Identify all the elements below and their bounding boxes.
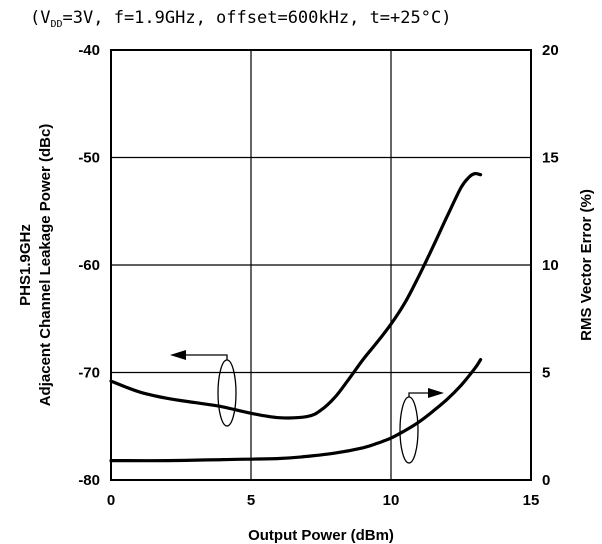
y-right-axis-title: RMS Vector Error (%): [578, 189, 595, 341]
y-left-tick-labels: -40 -50 -60 -70 -80: [78, 42, 100, 489]
right-arrow-icon: [428, 388, 444, 398]
right-axis-indicator: [399, 388, 444, 464]
chart-subtitle: (VDD=3V, f=1.9GHz, offset=600kHz, t=+25°…: [30, 8, 451, 30]
y-right-tick-label-3: 5: [542, 365, 550, 382]
subtitle-subscript: DD: [50, 19, 62, 30]
y-left-tick-label-4: -80: [78, 472, 100, 489]
left-arrow-icon: [170, 350, 186, 360]
y-right-tick-labels: 20 15 10 5 0: [542, 42, 559, 489]
left-axis-indicator: [170, 350, 237, 427]
subtitle-open: (V: [30, 8, 50, 28]
y-left-axis-title-line2: Adjacent Channel Leakage Power (dBc): [37, 124, 54, 407]
series-group: [109, 171, 483, 463]
y-right-tick-label-1: 15: [542, 150, 559, 167]
rms-vector-error-curve: [109, 358, 483, 463]
aclp-curve: [109, 171, 483, 420]
y-left-tick-label-0: -40: [78, 42, 100, 59]
x-tick-label-1: 5: [247, 492, 255, 509]
y-left-axis-title-line1: PHS1.9GHz: [17, 224, 34, 306]
subtitle-rest: =3V, f=1.9GHz, offset=600kHz, t=+25°C): [63, 8, 452, 28]
x-tick-label-3: 15: [523, 492, 540, 509]
left-indicator-ellipse: [217, 359, 237, 427]
y-right-tick-label-0: 20: [542, 42, 559, 59]
y-left-tick-label-1: -50: [78, 150, 100, 167]
plot-frame: [110, 49, 532, 481]
y-right-tick-label-2: 10: [542, 257, 559, 274]
y-right-tick-label-4: 0: [542, 472, 550, 489]
y-left-tick-label-3: -70: [78, 365, 100, 382]
x-tick-label-0: 0: [107, 492, 115, 509]
x-tick-label-2: 10: [383, 492, 400, 509]
x-axis-title: Output Power (dBm): [248, 527, 394, 544]
left-indicator-line: [186, 354, 228, 360]
grid: [111, 50, 531, 480]
right-indicator-line: [408, 392, 428, 397]
y-left-tick-label-2: -60: [78, 257, 100, 274]
x-tick-labels: 0 5 10 15: [107, 492, 540, 509]
